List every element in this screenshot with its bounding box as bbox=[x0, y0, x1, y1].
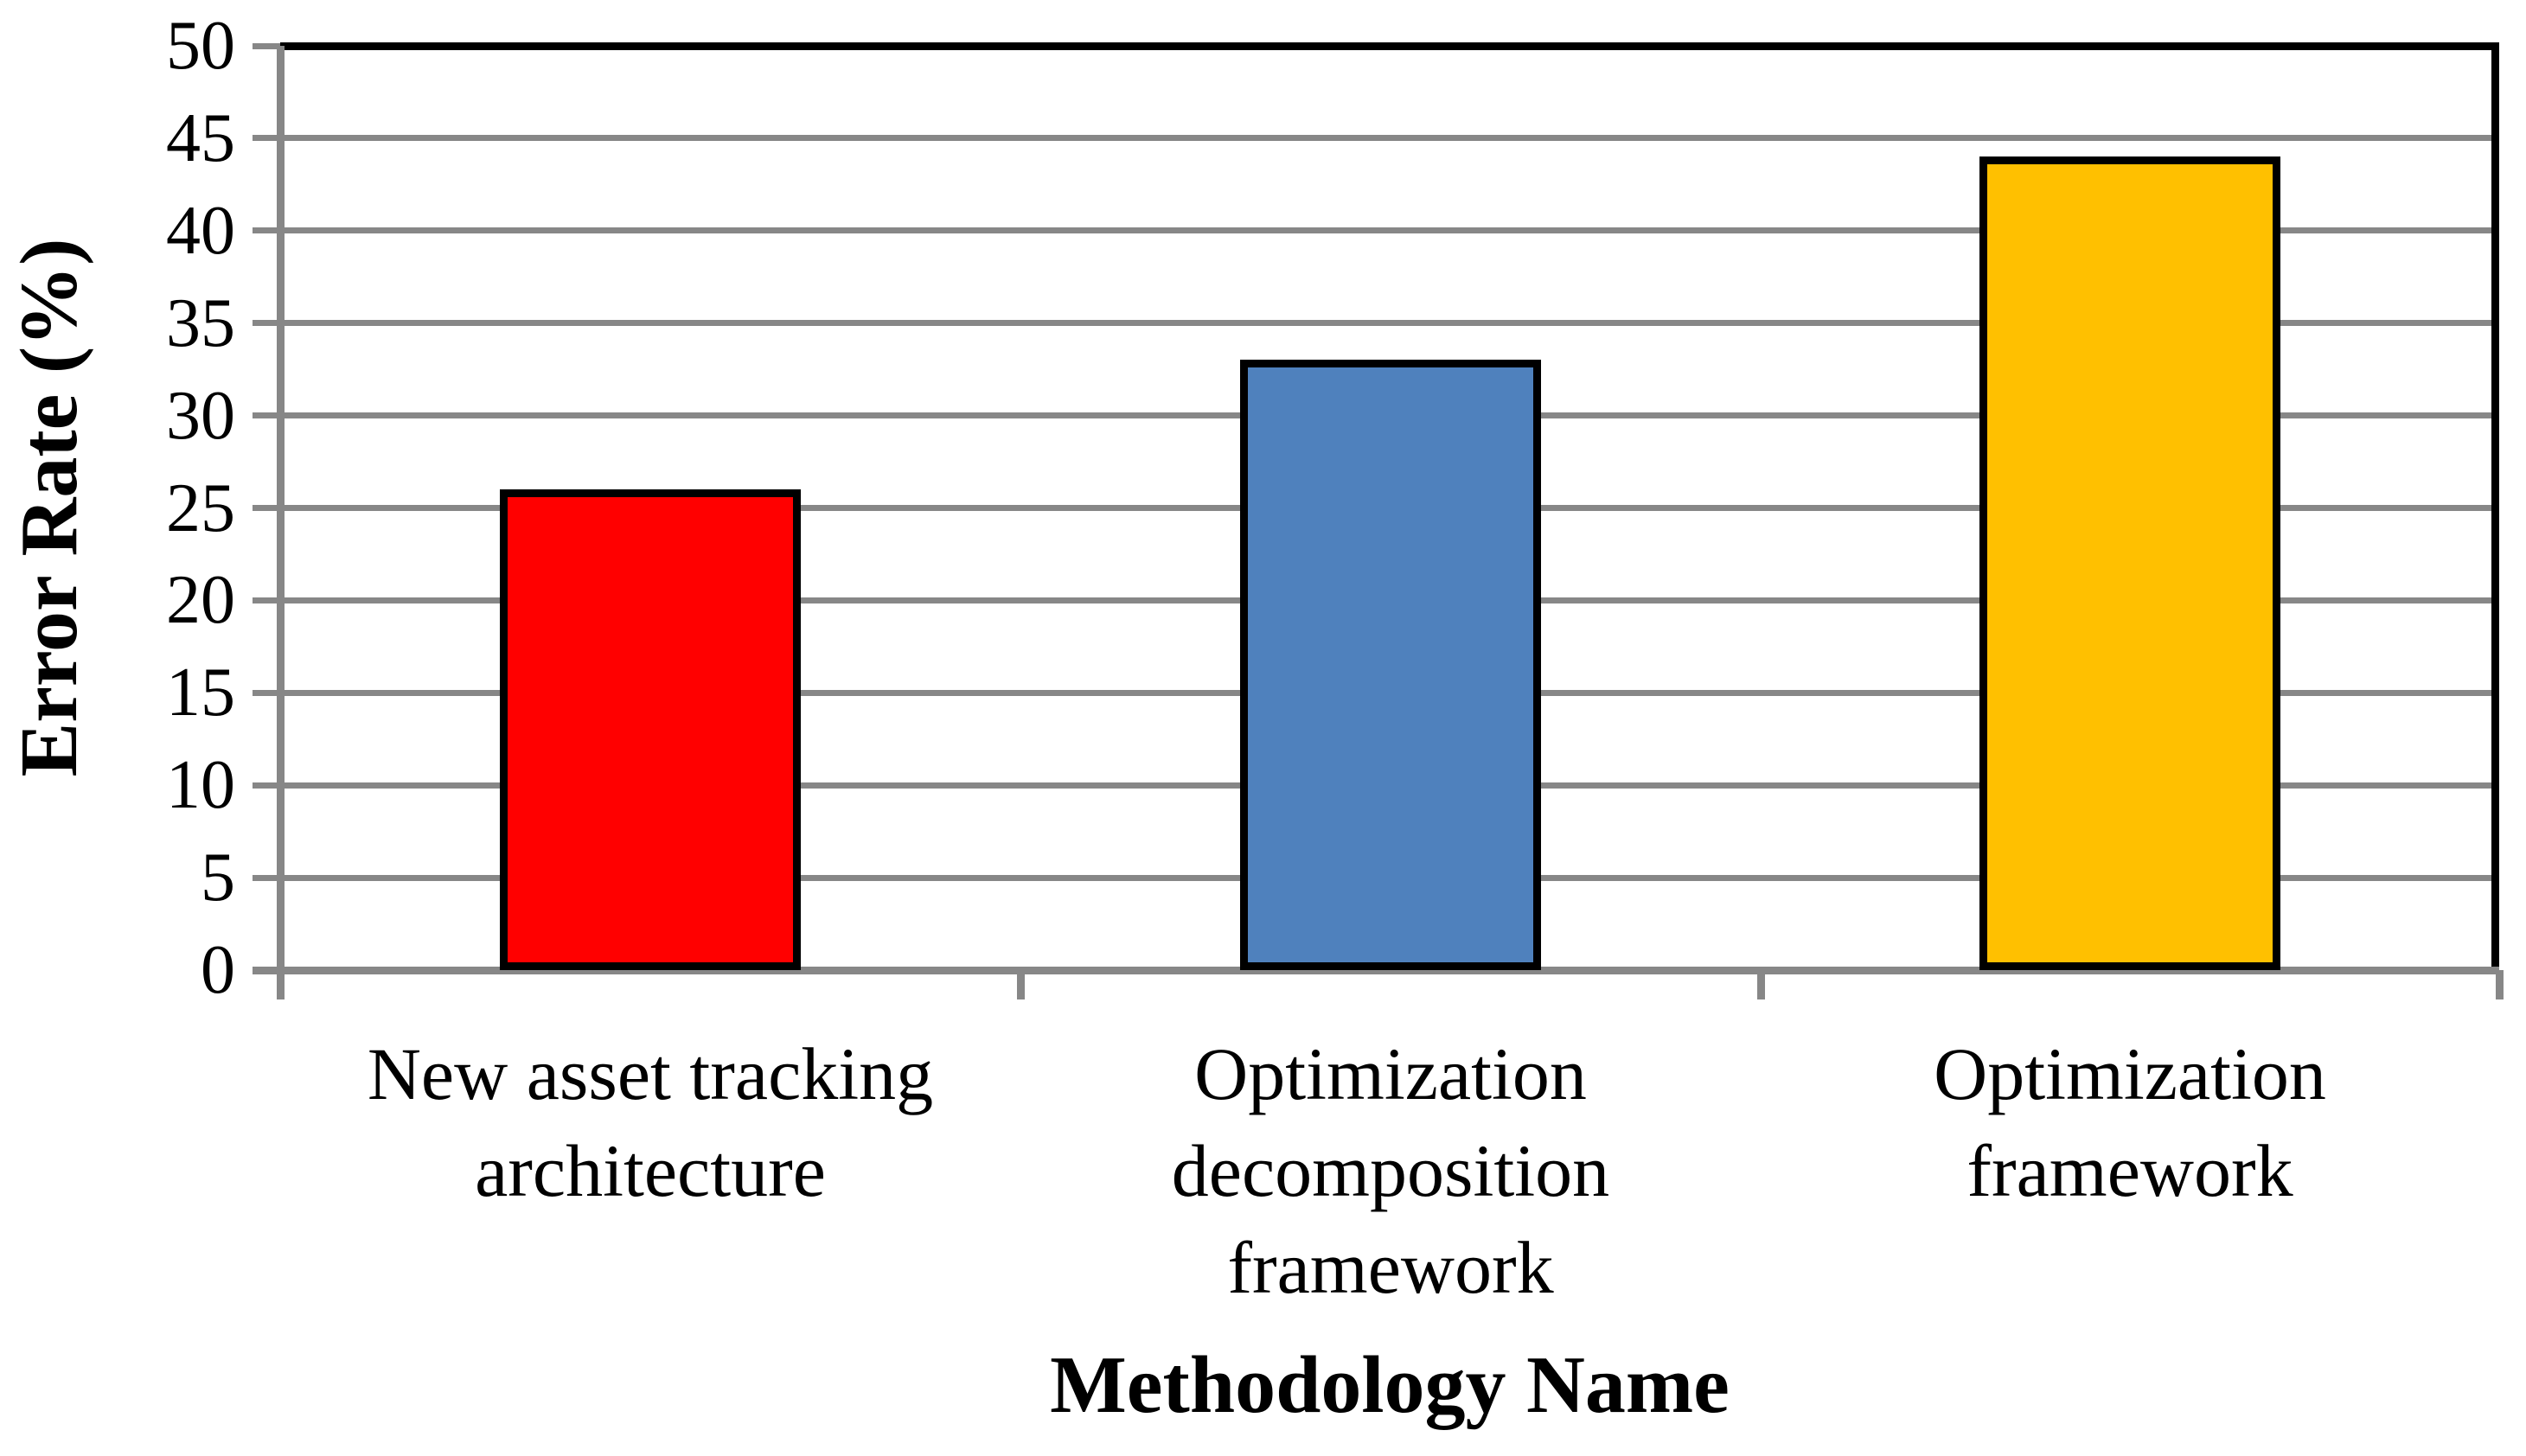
y-tick-mark bbox=[253, 227, 280, 233]
y-tick-label: 15 bbox=[166, 655, 235, 731]
y-tick-label: 35 bbox=[166, 285, 235, 361]
y-tick-label: 40 bbox=[166, 193, 235, 269]
y-tick-mark bbox=[253, 412, 280, 418]
y-tick-label: 25 bbox=[166, 470, 235, 546]
category-label-line: architecture bbox=[475, 1129, 826, 1212]
y-tick-mark bbox=[253, 967, 280, 974]
y-tick-label: 30 bbox=[166, 378, 235, 454]
y-tick-label: 20 bbox=[166, 562, 235, 638]
category-label-line: Optimization bbox=[1934, 1032, 2326, 1115]
y-tick-mark bbox=[253, 782, 280, 789]
x-tick-mark bbox=[1757, 970, 1765, 999]
y-tick-label: 0 bbox=[201, 932, 235, 1008]
y-tick-mark bbox=[253, 597, 280, 603]
category-label-optimization-framework: Optimization framework bbox=[1761, 1025, 2499, 1219]
y-axis-line bbox=[277, 46, 285, 970]
y-tick-mark bbox=[253, 505, 280, 511]
x-tick-mark bbox=[277, 970, 285, 999]
x-tick-mark bbox=[2496, 970, 2504, 999]
bar-optimization-framework bbox=[1979, 156, 2280, 970]
category-label-line: Optimization bbox=[1194, 1032, 1587, 1115]
bar-new-asset-tracking-architecture bbox=[500, 489, 801, 970]
category-label-line: decomposition bbox=[1171, 1129, 1610, 1212]
y-tick-mark bbox=[253, 875, 280, 881]
x-axis-title: Methodology Name bbox=[1050, 1340, 1730, 1430]
y-tick-mark bbox=[253, 43, 280, 49]
category-label-new-asset-tracking-architecture: New asset tracking architecture bbox=[280, 1025, 1020, 1219]
y-tick-mark bbox=[253, 320, 280, 326]
x-axis-line bbox=[253, 967, 2499, 974]
y-tick-label: 5 bbox=[201, 840, 235, 916]
y-tick-mark bbox=[253, 690, 280, 696]
bar-optimization-decomposition-framework bbox=[1240, 360, 1541, 970]
plot-border-right bbox=[2491, 42, 2499, 974]
y-tick-label: 45 bbox=[166, 100, 235, 176]
gridline bbox=[280, 227, 2499, 233]
x-tick-mark bbox=[1017, 970, 1025, 999]
category-label-line: framework bbox=[1227, 1226, 1554, 1309]
plot-border-top bbox=[280, 42, 2499, 50]
category-label-line: New asset tracking bbox=[367, 1032, 934, 1115]
category-label-optimization-decomposition-framework: Optimization decomposition framework bbox=[1020, 1025, 1761, 1316]
y-tick-mark bbox=[253, 135, 280, 141]
gridline bbox=[280, 320, 2499, 326]
gridline bbox=[280, 135, 2499, 141]
category-label-line: framework bbox=[1966, 1129, 2293, 1212]
y-tick-label: 10 bbox=[166, 747, 235, 823]
y-tick-label: 50 bbox=[166, 8, 235, 84]
